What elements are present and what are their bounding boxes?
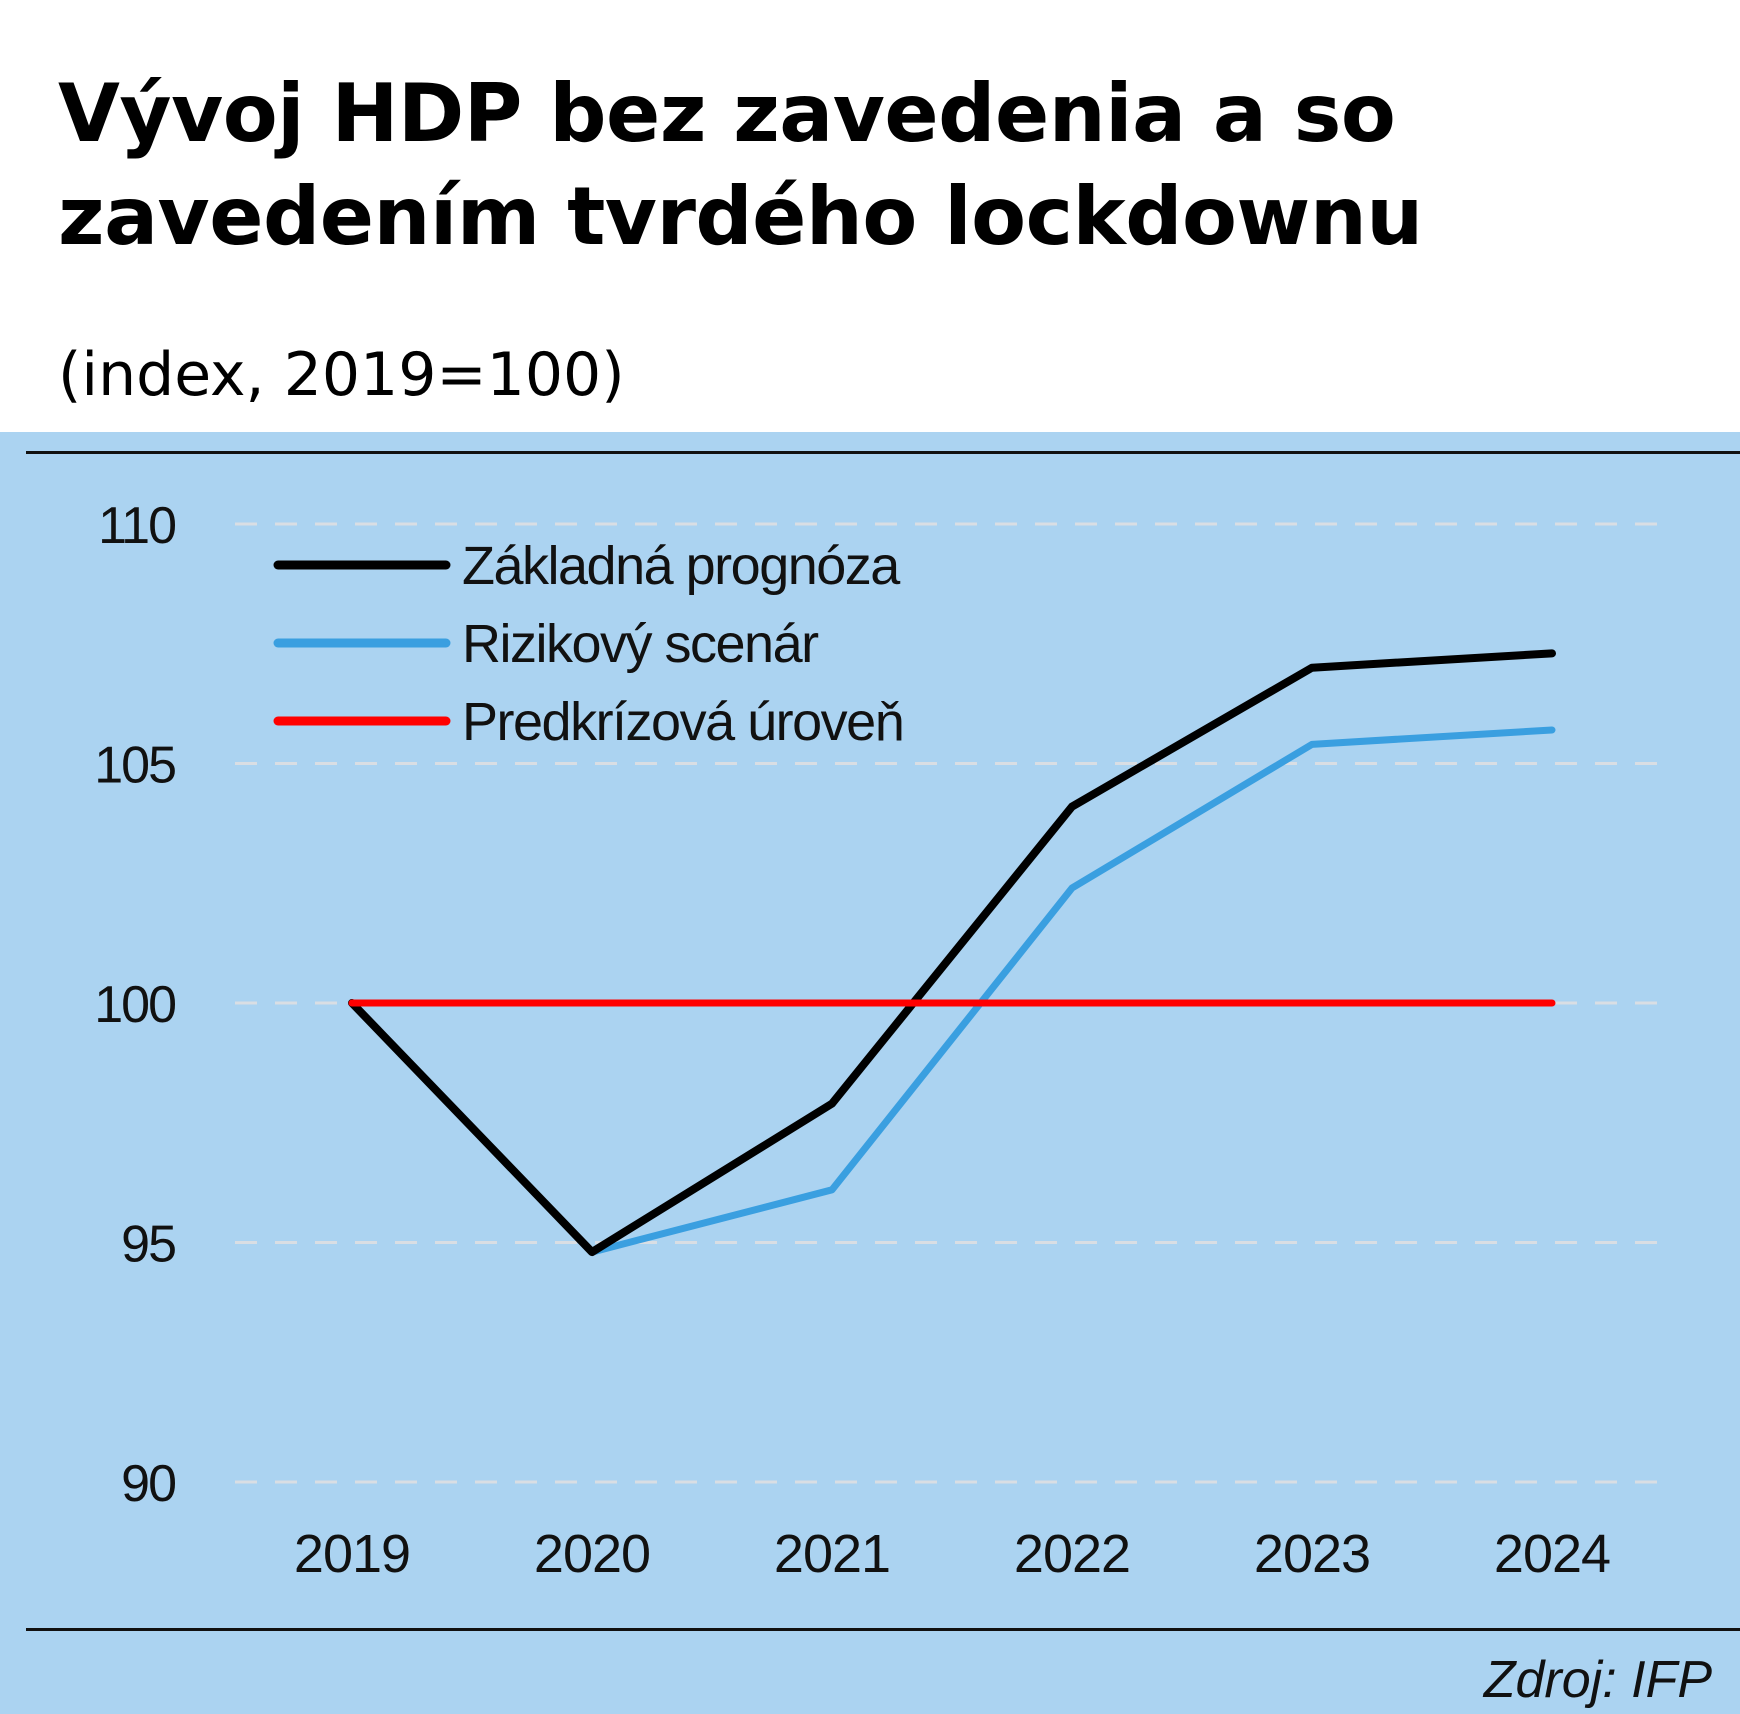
chart-title: Vývoj HDP bez zavedenia a so zavedením t… <box>58 62 1698 268</box>
legend-label-1: Základná prognóza <box>462 536 901 596</box>
y-tick-label-105: 105 <box>94 737 175 795</box>
legend-label-3: Predkrízová úroveň <box>462 692 903 752</box>
y-tick-label-100: 100 <box>94 976 175 1034</box>
x-tick-label-2023: 2023 <box>1254 1524 1370 1584</box>
bottom-rule <box>26 1628 1740 1631</box>
series-line-2 <box>348 726 1556 1256</box>
x-tick-label-2019: 2019 <box>294 1524 410 1584</box>
series-lines <box>348 649 1556 1257</box>
x-tick-label-2021: 2021 <box>774 1524 890 1584</box>
x-axis-tick-labels: 2019 2020 2021 2022 2023 2024 <box>294 1524 1611 1584</box>
chart-title-line-1: Vývoj HDP bez zavedenia a so <box>58 67 1396 160</box>
top-rule <box>26 451 1740 454</box>
source-note: Zdroj: IFP <box>1483 1651 1712 1709</box>
chart-subtitle: (index, 2019=100) <box>58 340 625 410</box>
x-tick-label-2024: 2024 <box>1494 1524 1610 1584</box>
x-tick-label-2020: 2020 <box>534 1524 650 1584</box>
y-axis-tick-labels: 90 95 100 105 110 <box>94 497 177 1513</box>
chart-title-line-2: zavedením tvrdého lockdownu <box>58 170 1423 263</box>
legend: Základná prognóza Rizikový scenár Predkríz… <box>273 536 905 752</box>
y-tick-label-95: 95 <box>121 1216 175 1274</box>
series-line-1 <box>348 649 1556 1257</box>
legend-label-2: Rizikový scenár <box>462 614 819 674</box>
y-tick-label-110: 110 <box>98 497 175 555</box>
x-tick-label-2022: 2022 <box>1014 1524 1130 1584</box>
y-tick-label-90: 90 <box>121 1455 175 1513</box>
